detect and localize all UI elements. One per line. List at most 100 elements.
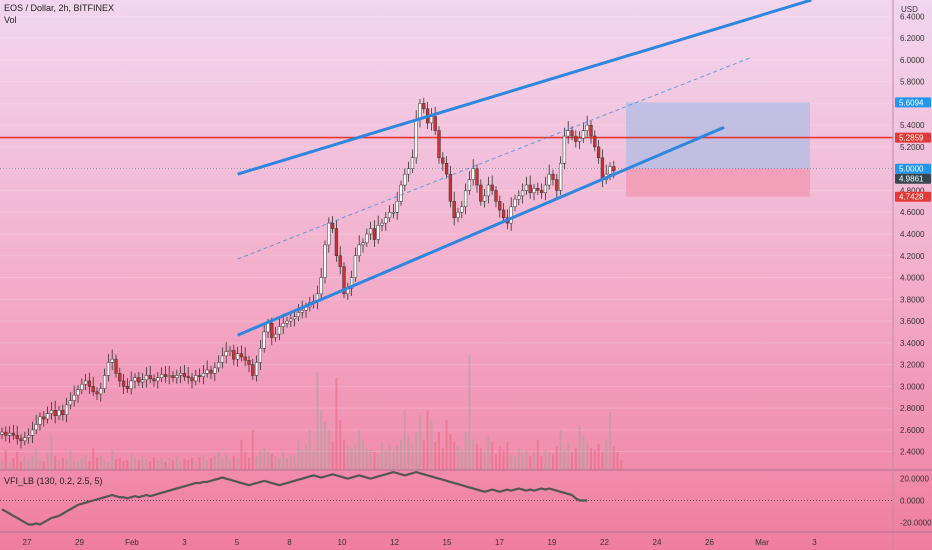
volume-bar xyxy=(225,454,228,470)
candle-body xyxy=(87,380,92,387)
volume-bar xyxy=(248,458,250,470)
candle-body xyxy=(361,242,365,246)
price-tick-label: 3.6000 xyxy=(900,317,925,326)
volume-bar xyxy=(563,450,566,470)
time-axis[interactable]: 27 29 Feb 3 5 8 10 12 15 17 19 22 24 26 Mar 3 xyxy=(0,531,932,547)
volume-bars xyxy=(1,355,623,470)
candle-body xyxy=(558,163,563,191)
candle-body xyxy=(19,438,23,442)
candle-body xyxy=(220,355,225,363)
candle-body xyxy=(289,318,293,322)
candle-body xyxy=(23,437,27,442)
volume-bar xyxy=(384,450,387,470)
price-badge-box xyxy=(895,132,931,143)
volume-bar xyxy=(305,444,307,470)
candle-body xyxy=(186,376,190,378)
candle-body xyxy=(365,233,369,243)
candle-body xyxy=(99,388,103,395)
volume-label[interactable]: Vol xyxy=(4,15,17,25)
candle-body xyxy=(520,190,525,197)
volume-bar xyxy=(50,435,53,470)
candle-body xyxy=(509,206,513,224)
volume-bar xyxy=(96,458,98,470)
volume-bar xyxy=(502,450,505,470)
candle-body xyxy=(532,188,536,193)
candle-body xyxy=(349,277,354,289)
volume-bar xyxy=(213,456,216,470)
candle-body xyxy=(482,195,487,202)
candle-body xyxy=(387,211,392,218)
volume-bar xyxy=(255,456,258,470)
volume-bar xyxy=(441,448,444,470)
volume-bar xyxy=(365,448,368,470)
volume-bar xyxy=(77,462,79,470)
candle-body xyxy=(300,309,304,313)
candle-body xyxy=(49,410,54,414)
volume-bar xyxy=(567,442,570,470)
candle-body xyxy=(593,135,597,148)
candle-body xyxy=(4,431,8,436)
candle-body xyxy=(395,201,399,213)
price-tick-label: 2.4000 xyxy=(900,448,925,457)
candle-body xyxy=(15,435,19,439)
volume-bar xyxy=(39,458,41,470)
candle-body xyxy=(61,410,65,415)
candle-body xyxy=(334,228,339,257)
vfi-indicator-line xyxy=(0,470,893,526)
volume-bar xyxy=(331,442,334,470)
time-tick-label: 10 xyxy=(338,538,347,547)
candle-body xyxy=(456,211,460,218)
volume-bar xyxy=(529,456,532,470)
parallel-channel[interactable] xyxy=(237,0,812,337)
price-tick-label: 4.4000 xyxy=(900,230,925,239)
candle-body xyxy=(95,391,99,395)
position-box[interactable] xyxy=(626,102,810,197)
volume-bar xyxy=(187,460,190,470)
candle-body xyxy=(479,184,483,202)
indicator-axis[interactable]: 20.0000 0.0000 -20.0000 xyxy=(900,475,932,528)
volume-bar xyxy=(278,458,281,470)
candle-body xyxy=(490,184,494,191)
candle-body xyxy=(342,266,346,295)
volume-bar xyxy=(392,452,395,470)
volume-bar xyxy=(487,436,490,470)
candle-body xyxy=(194,375,198,382)
volume-bar xyxy=(80,458,83,470)
volume-bar xyxy=(236,458,239,470)
candle-body xyxy=(57,410,61,417)
candle-body xyxy=(277,326,282,335)
price-axis[interactable]: 2.4000 2.6000 2.8000 3.0000 3.2000 3.4000 3.60… xyxy=(892,0,925,550)
candle-body xyxy=(543,184,548,193)
volume-bar xyxy=(103,460,106,470)
candle-body xyxy=(319,277,323,295)
candle-body xyxy=(197,375,202,377)
volume-bar xyxy=(267,452,269,470)
candle-body xyxy=(608,166,612,175)
volume-bar xyxy=(251,430,254,470)
candle-body xyxy=(539,190,544,193)
volume-bar xyxy=(388,444,391,470)
volume-bar xyxy=(381,442,383,470)
horizontal-line[interactable] xyxy=(0,136,893,169)
price-badge-box xyxy=(895,97,931,108)
symbol-title[interactable]: EOS / Dollar, 2h, BITFINEX xyxy=(4,3,115,13)
volume-bar xyxy=(164,462,167,470)
candle-body xyxy=(213,367,217,374)
candle-body xyxy=(254,362,259,376)
channel-upper-line xyxy=(237,0,812,176)
volume-bar xyxy=(464,432,467,470)
volume-bar xyxy=(156,460,159,470)
candle-body xyxy=(357,244,361,257)
candle-body xyxy=(501,209,506,218)
candle-body xyxy=(323,244,327,278)
candle-body xyxy=(64,404,69,415)
candle-body xyxy=(384,217,388,224)
volume-bar xyxy=(297,440,300,470)
price-tick-label: 4.6000 xyxy=(900,208,925,217)
volume-bar xyxy=(130,454,133,470)
time-tick-label: 3 xyxy=(812,538,817,547)
candle-body xyxy=(239,353,244,358)
volume-bar xyxy=(175,456,178,470)
indicator-label[interactable]: VFI_LB (130, 0.2, 2.5, 5) xyxy=(4,476,103,486)
